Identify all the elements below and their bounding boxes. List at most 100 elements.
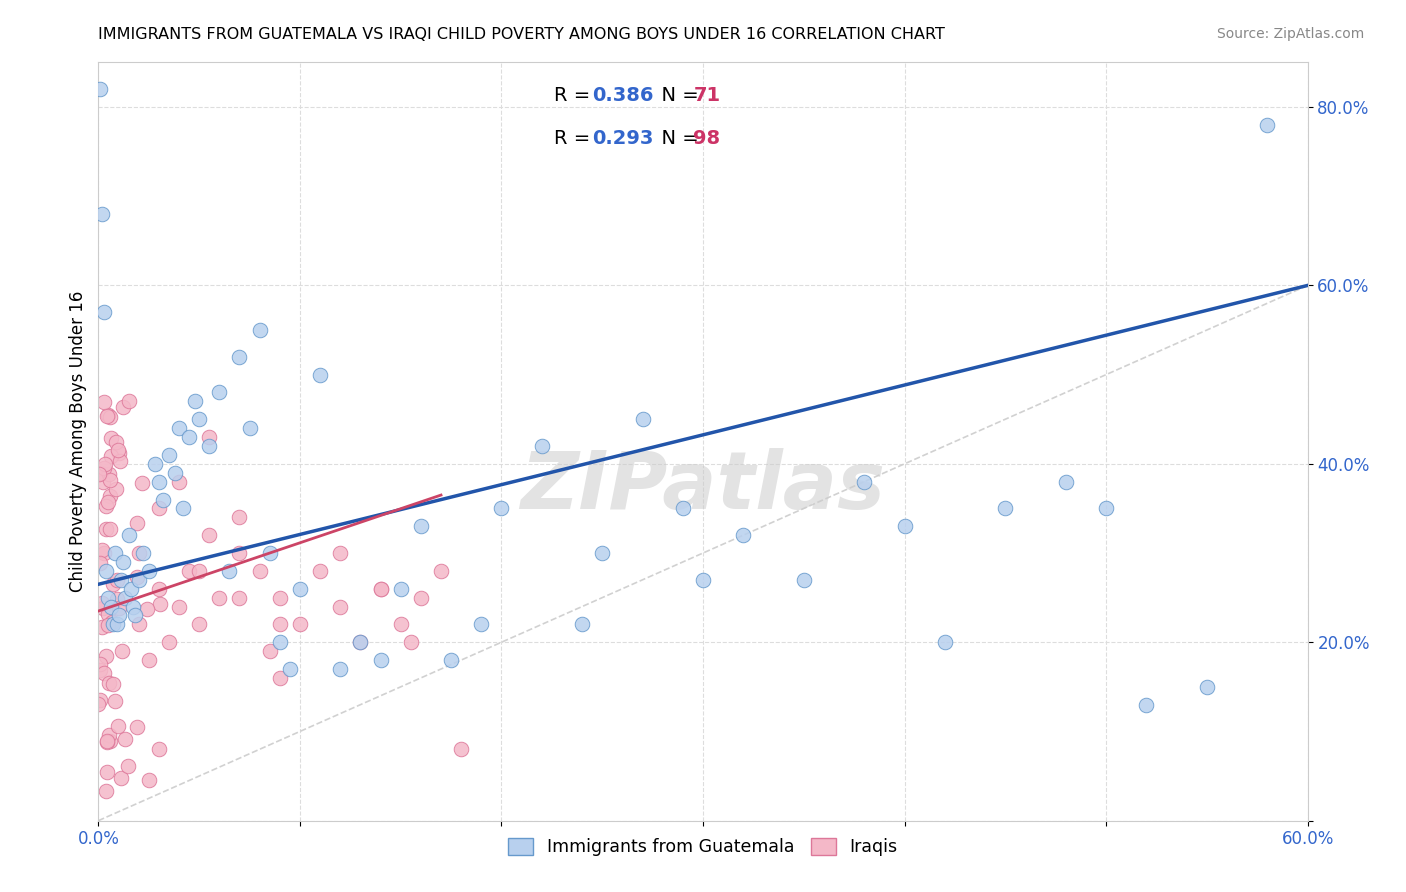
Point	[127, 516, 149, 530]
Point	[101, 617, 124, 632]
Point	[163, 466, 186, 480]
Point	[117, 759, 139, 773]
Point	[111, 400, 134, 414]
Point	[409, 519, 432, 533]
Point	[105, 591, 128, 606]
Point	[89, 556, 111, 570]
Point	[152, 492, 174, 507]
Point	[89, 663, 111, 677]
Point	[329, 546, 352, 560]
Point	[120, 582, 142, 596]
Point	[100, 449, 122, 463]
Point	[97, 607, 120, 621]
Point	[1195, 680, 1218, 694]
Text: 0.386: 0.386	[592, 87, 654, 105]
Point	[269, 635, 291, 649]
Point	[98, 467, 121, 481]
Point	[309, 368, 332, 382]
Text: 71: 71	[693, 87, 720, 105]
Point	[118, 528, 141, 542]
Point	[143, 457, 166, 471]
Point	[94, 523, 117, 537]
Point	[218, 564, 240, 578]
Point	[97, 676, 120, 690]
Point	[179, 430, 201, 444]
Point	[530, 439, 553, 453]
Point	[793, 573, 815, 587]
Point	[249, 564, 271, 578]
Point	[288, 617, 311, 632]
Point	[1135, 698, 1157, 712]
Point	[288, 582, 311, 596]
Point	[105, 573, 128, 587]
Point	[90, 543, 112, 558]
Point	[93, 601, 115, 615]
Point	[228, 510, 250, 524]
Point	[239, 421, 262, 435]
Point	[98, 489, 121, 503]
Point	[138, 773, 160, 788]
Point	[157, 448, 180, 462]
Point	[89, 467, 111, 481]
Text: 98: 98	[693, 128, 720, 148]
Point	[228, 546, 250, 560]
Point	[349, 635, 371, 649]
Point	[97, 618, 120, 632]
Point	[128, 546, 150, 560]
Point	[124, 608, 146, 623]
Text: R =: R =	[554, 87, 596, 105]
Point	[94, 648, 117, 663]
Point	[149, 597, 172, 611]
Point	[470, 617, 492, 632]
Point	[111, 555, 134, 569]
Point	[399, 635, 422, 649]
Point	[184, 394, 207, 409]
Point	[128, 617, 150, 632]
Point	[893, 519, 915, 533]
Point	[107, 442, 129, 457]
Point	[114, 591, 136, 605]
Text: R =: R =	[554, 128, 596, 148]
Point	[100, 599, 122, 614]
Point	[349, 635, 371, 649]
Point	[138, 653, 160, 667]
Point	[853, 475, 876, 489]
Legend: Immigrants from Guatemala, Iraqis: Immigrants from Guatemala, Iraqis	[499, 830, 907, 865]
Point	[329, 599, 352, 614]
Point	[100, 431, 122, 445]
Text: N =: N =	[648, 128, 704, 148]
Point	[96, 409, 118, 423]
Point	[198, 439, 221, 453]
Point	[389, 582, 412, 596]
Point	[89, 657, 111, 671]
Point	[108, 454, 131, 468]
Point	[93, 666, 115, 681]
Point	[108, 601, 131, 615]
Point	[208, 385, 231, 400]
Point	[491, 501, 513, 516]
Point	[125, 569, 148, 583]
Point	[94, 457, 117, 471]
Point	[104, 482, 127, 496]
Point	[132, 546, 155, 560]
Point	[93, 395, 115, 409]
Point	[103, 546, 125, 560]
Point	[87, 467, 110, 482]
Point	[370, 582, 392, 596]
Point	[631, 412, 654, 426]
Point	[269, 591, 291, 605]
Point	[198, 430, 221, 444]
Point	[135, 602, 157, 616]
Point	[228, 591, 250, 605]
Point	[409, 591, 432, 605]
Point	[87, 697, 110, 711]
Point	[97, 408, 120, 422]
Point	[450, 742, 472, 756]
Point	[89, 82, 111, 96]
Point	[309, 564, 332, 578]
Point	[167, 421, 190, 435]
Point	[127, 721, 149, 735]
Point	[188, 412, 211, 426]
Point	[98, 522, 121, 536]
Point	[329, 662, 352, 676]
